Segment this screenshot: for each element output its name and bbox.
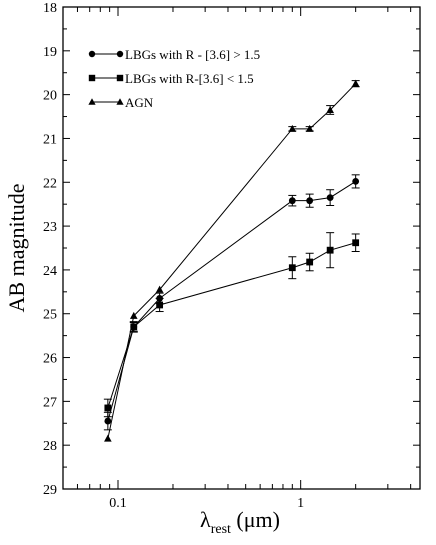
y-tick-label: 18 [43, 1, 57, 16]
data-point-circle [88, 50, 96, 58]
x-tick-label: 1 [297, 496, 304, 511]
y-tick-label: 21 [43, 132, 57, 147]
y-tick-label: 22 [43, 176, 57, 191]
data-point-triangle [116, 98, 124, 105]
data-point-square [116, 74, 124, 82]
y-tick-label: 26 [43, 352, 57, 367]
x-axis-title-unit: (μm) [231, 507, 280, 532]
legend-label: AGN [125, 95, 154, 110]
data-point-triangle [305, 124, 314, 132]
data-point-triangle [155, 285, 164, 293]
data-point-circle [288, 197, 296, 205]
x-axis-title-main: λ [200, 507, 211, 532]
data-point-triangle [326, 105, 334, 113]
series-line-triangle [107, 83, 357, 439]
data-point-triangle [129, 311, 138, 319]
data-point-circle [326, 194, 334, 202]
data-point-square [306, 258, 314, 266]
series-layer [103, 79, 360, 442]
data-point-square [352, 239, 360, 247]
series-circle [103, 174, 360, 431]
series-line-circle [107, 180, 356, 422]
data-point-square [326, 246, 334, 254]
y-tick-label: 20 [43, 89, 57, 104]
legend-label: LBGs with R - [3.6] > 1.5 [125, 47, 260, 62]
series-square [103, 232, 360, 418]
x-axis-title: λrest (μm) [200, 507, 280, 537]
data-point-triangle [88, 98, 96, 105]
y-axis-title: AB magnitude [4, 184, 29, 313]
y-tick-label: 28 [43, 439, 57, 454]
x-axis-title-sub: rest [211, 522, 231, 537]
y-tick-label: 19 [43, 45, 57, 60]
data-point-circle [116, 50, 124, 58]
y-tick-label: 25 [43, 308, 57, 323]
data-point-circle [104, 417, 112, 425]
y-tick-label: 24 [43, 264, 57, 279]
series-line-square [107, 242, 356, 409]
data-point-square [288, 264, 296, 272]
legend: LBGs with R - [3.6] > 1.5 LBGs with R-[3.… [88, 47, 260, 110]
x-tick-label: 0.1 [109, 496, 127, 511]
data-point-triangle [104, 434, 112, 442]
legend-label: LBGs with R-[3.6] < 1.5 [125, 71, 254, 86]
y-tick-label: 23 [43, 220, 57, 235]
series-triangle [104, 79, 360, 442]
y-tick-label: 29 [43, 483, 57, 498]
axis-ticks: 18 19 20 21 22 23 24 25 26 27 28 29 0.1 1 [43, 1, 420, 511]
data-point-triangle [288, 124, 297, 132]
data-point-square [130, 323, 138, 331]
data-point-circle [352, 177, 360, 185]
data-point-square [88, 74, 96, 82]
data-point-square [104, 404, 112, 412]
data-point-square [156, 301, 164, 309]
data-point-circle [306, 197, 314, 205]
data-point-triangle [351, 79, 360, 87]
y-tick-label: 27 [43, 395, 57, 410]
